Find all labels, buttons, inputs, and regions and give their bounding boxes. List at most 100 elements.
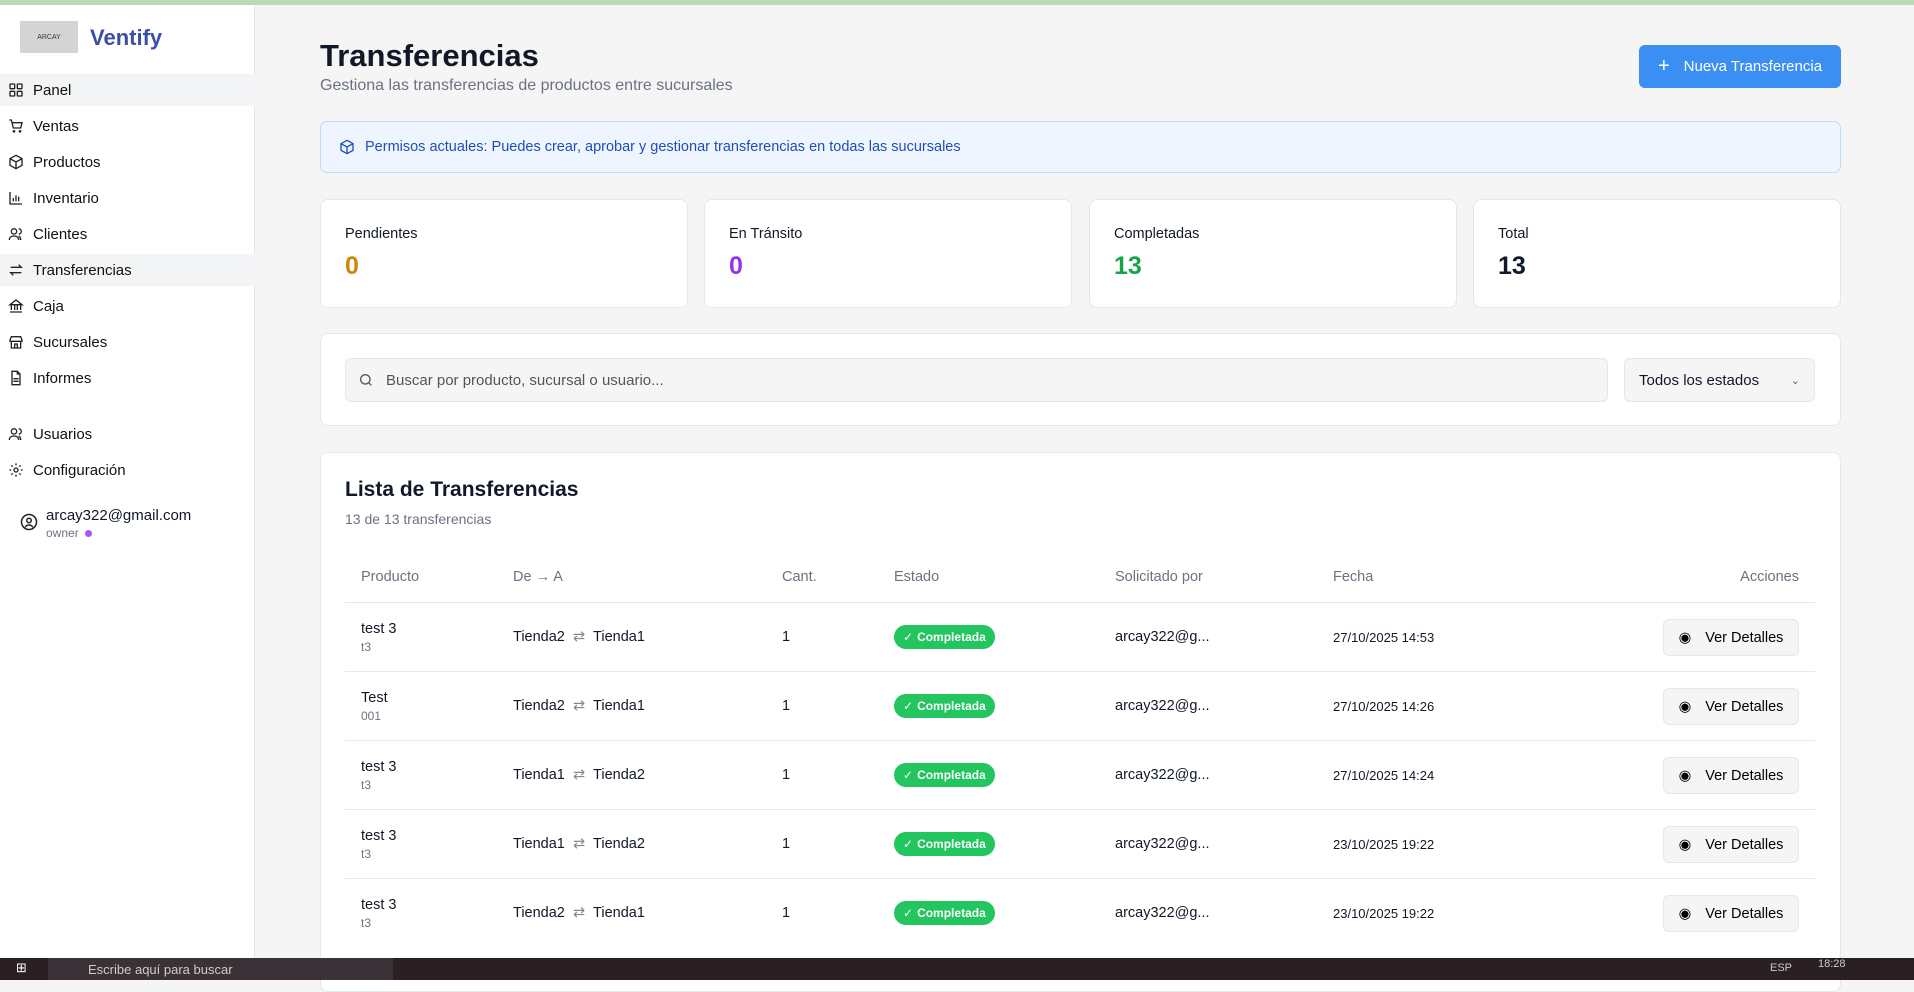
search-field[interactable] xyxy=(345,358,1608,402)
column-header[interactable]: Estado xyxy=(894,569,940,585)
product-code: t3 xyxy=(361,778,372,792)
to-branch: Tienda1 xyxy=(593,629,645,645)
to-branch: Tienda2 xyxy=(593,767,645,783)
user-circle-icon xyxy=(20,513,38,531)
search-icon xyxy=(360,374,372,386)
table-row[interactable]: Test 001 Tienda2 ⇄ Tienda1 1 ✓ Completada a… xyxy=(345,671,1815,740)
view-details-button[interactable]: ◉ Ver Detalles xyxy=(1663,757,1799,794)
stat-value: 13 xyxy=(1114,252,1142,280)
date: 27/10/2025 14:53 xyxy=(1333,630,1435,645)
column-header[interactable]: Solicitado por xyxy=(1115,569,1203,585)
chevron-down-icon: ⌄ xyxy=(1790,374,1800,387)
permissions-banner: Permisos actuales: Puedes crear, aprobar… xyxy=(320,121,1841,173)
column-header[interactable]: Fecha xyxy=(1333,569,1374,585)
status-badge: ✓ Completada xyxy=(894,901,995,925)
sidebar-item-sucursales[interactable]: Sucursales xyxy=(0,326,255,358)
quantity: 1 xyxy=(782,629,791,645)
to-branch: Tienda1 xyxy=(593,698,645,714)
table-row[interactable]: test 3 t3 Tienda2 ⇄ Tienda1 1 ✓ Completada … xyxy=(345,878,1815,947)
product-name: test 3 xyxy=(361,759,397,775)
stat-value: 13 xyxy=(1498,252,1526,280)
view-details-button[interactable]: ◉ Ver Detalles xyxy=(1663,619,1799,656)
view-details-button[interactable]: ◉ Ver Detalles xyxy=(1663,895,1799,932)
quantity: 1 xyxy=(782,767,791,783)
box-icon xyxy=(340,139,354,155)
bar-chart-icon xyxy=(9,192,22,205)
sidebar-item-transferencias[interactable]: Transferencias xyxy=(0,254,255,286)
product-name: test 3 xyxy=(361,621,397,637)
product-name: test 3 xyxy=(361,828,397,844)
status-badge: ✓ Completada xyxy=(894,625,995,649)
page-subtitle: Gestiona las transferencias de productos… xyxy=(320,77,733,94)
sidebar-item-panel[interactable]: Panel xyxy=(0,74,255,106)
sidebar-item-ventas[interactable]: Ventas xyxy=(0,110,255,142)
store-icon xyxy=(9,336,23,349)
sidebar-item-usuarios[interactable]: Usuarios xyxy=(0,418,255,450)
requested-by: arcay322@g... xyxy=(1115,698,1210,714)
view-details-button[interactable]: ◉ Ver Detalles xyxy=(1663,688,1799,725)
eye-icon: ◉ xyxy=(1678,836,1692,853)
logo[interactable]: ARCAY xyxy=(20,21,78,53)
transfer-icon: ⇄ xyxy=(572,836,586,852)
quantity: 1 xyxy=(782,905,791,921)
transfer-icon: ⇄ xyxy=(572,767,586,783)
status-filter-select[interactable]: Todos los estados ⌄ xyxy=(1624,358,1815,402)
from-branch: Tienda2 xyxy=(513,698,565,714)
product-code: t3 xyxy=(361,847,372,861)
sidebar-item-caja[interactable]: Caja xyxy=(0,290,255,322)
sidebar: ARCAY Ventify Panel Ventas Productos Invent… xyxy=(0,5,255,958)
eye-icon: ◉ xyxy=(1678,698,1692,715)
search-input[interactable] xyxy=(386,371,1486,389)
sidebar-item-inventario[interactable]: Inventario xyxy=(0,182,255,214)
quantity: 1 xyxy=(782,836,791,852)
column-header[interactable]: Producto xyxy=(361,569,420,585)
column-header[interactable]: De → A xyxy=(513,569,563,585)
box-icon xyxy=(9,154,23,170)
list-count: 13 de 13 transferencias xyxy=(345,511,492,527)
table-row[interactable]: test 3 t3 Tienda2 ⇄ Tienda1 1 ✓ Completada … xyxy=(345,602,1815,671)
transfer-icon: ⇄ xyxy=(572,629,586,645)
sidebar-item-clientes[interactable]: Clientes xyxy=(0,218,255,250)
language-indicator: ESP xyxy=(1770,962,1793,974)
plus-icon: + xyxy=(1657,55,1670,77)
check-circle-icon: ✓ xyxy=(903,768,914,782)
windows-start-icon[interactable]: ⊞ xyxy=(16,960,27,975)
new-transfer-button[interactable]: + Nueva Transferencia xyxy=(1639,45,1841,88)
product-code: t3 xyxy=(361,916,372,930)
users-icon xyxy=(8,228,22,241)
from-branch: Tienda1 xyxy=(513,767,565,783)
grid-icon xyxy=(9,83,23,97)
status-badge: ✓ Completada xyxy=(894,763,995,787)
date: 23/10/2025 19:22 xyxy=(1333,837,1435,852)
windows-taskbar: ⊞ Escribe aquí para buscar ESP 18:28 xyxy=(0,958,1914,980)
stat-card-0: Pendientes 0 xyxy=(320,199,688,308)
stat-card-2: Completadas 13 xyxy=(1089,199,1457,308)
date: 23/10/2025 19:22 xyxy=(1333,906,1435,921)
eye-icon: ◉ xyxy=(1678,629,1692,646)
stat-value: 0 xyxy=(729,252,743,280)
product-code: 001 xyxy=(361,709,382,723)
check-circle-icon: ✓ xyxy=(903,837,914,851)
stat-value: 0 xyxy=(345,252,359,280)
product-name: Test xyxy=(361,690,388,706)
view-details-button[interactable]: ◉ Ver Detalles xyxy=(1663,826,1799,863)
user-email: arcay322@gmail.com xyxy=(46,507,192,524)
table-row[interactable]: test 3 t3 Tienda1 ⇄ Tienda2 1 ✓ Completada … xyxy=(345,740,1815,809)
quantity: 1 xyxy=(782,698,791,714)
table-row[interactable]: test 3 t3 Tienda1 ⇄ Tienda2 1 ✓ Completada … xyxy=(345,809,1815,878)
brand-name: Ventify xyxy=(90,25,163,50)
sidebar-item-informes[interactable]: Informes xyxy=(0,362,255,394)
transfer-icon: ⇄ xyxy=(572,905,586,921)
status-dot xyxy=(84,529,92,537)
sidebar-item-configuracion[interactable]: Configuración xyxy=(0,454,255,486)
user-profile[interactable]: arcay322@gmail.com owner xyxy=(20,507,191,540)
column-header[interactable]: Cant. xyxy=(782,569,817,585)
date: 27/10/2025 14:24 xyxy=(1333,768,1435,783)
taskbar-search[interactable]: Escribe aquí para buscar xyxy=(48,958,393,980)
list-title: Lista de Transferencias xyxy=(345,478,579,501)
sidebar-item-productos[interactable]: Productos xyxy=(0,146,255,178)
eye-icon: ◉ xyxy=(1678,767,1692,784)
from-branch: Tienda2 xyxy=(513,905,565,921)
column-header: Acciones xyxy=(1740,569,1799,585)
check-circle-icon: ✓ xyxy=(903,906,914,920)
